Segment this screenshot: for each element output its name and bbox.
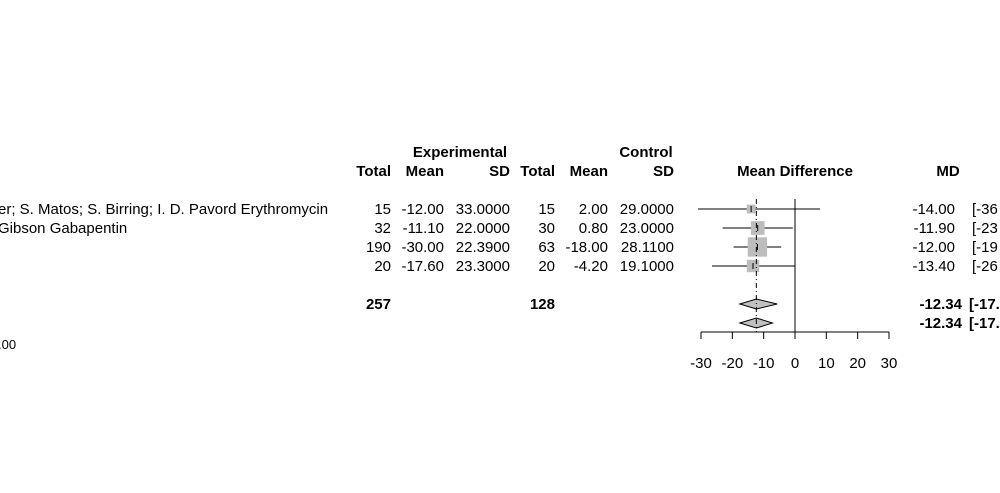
study-e-sd: 22.3900: [456, 239, 510, 256]
study-c-mean: -4.20: [574, 258, 608, 275]
heterogeneity-text: .00: [0, 337, 16, 352]
study-c-total: 15: [538, 201, 555, 218]
header-e-mean: Mean: [406, 163, 444, 180]
study-c-mean: 0.80: [579, 220, 608, 237]
header-c-total: Total: [520, 163, 555, 180]
header-experimental: Experimental: [413, 144, 507, 161]
pooled-md-value: -12.34: [919, 315, 962, 332]
header-md: MD: [936, 163, 959, 180]
study-md-value: -14.00: [912, 201, 955, 218]
study-rows: er; S. Matos; S. Birring; I. D. Pavord E…: [0, 201, 1000, 332]
pooled-ci-value: [-17.: [969, 315, 1000, 332]
study-c-sd: 29.0000: [620, 201, 674, 218]
study-e-mean: -30.00: [401, 239, 444, 256]
study-md-value: -13.40: [912, 258, 955, 275]
study-c-sd: 28.1100: [621, 239, 674, 256]
study-c-total: 30: [538, 220, 555, 237]
pooled-ci-value: [-17.: [969, 296, 1000, 313]
study-e-sd: 22.0000: [456, 220, 510, 237]
header-control: Control: [619, 144, 672, 161]
study-c-sd: 23.0000: [620, 220, 674, 237]
pooled-md-value: -12.34: [919, 296, 962, 313]
study-c-mean: 2.00: [579, 201, 608, 218]
header-mean-difference: Mean Difference: [737, 163, 853, 180]
study-c-total: 63: [538, 239, 555, 256]
total-e-total: 257: [366, 296, 391, 313]
study-e-total: 32: [374, 220, 391, 237]
pooled-diamond: [738, 298, 778, 310]
total-c-total: 128: [530, 296, 555, 313]
study-ci-value: [-36: [972, 201, 998, 218]
study-label: Gibson Gabapentin: [0, 220, 127, 237]
study-md-value: -11.90: [914, 220, 955, 237]
plot-area: -30 -20 -10 0 10 20 30: [690, 199, 897, 372]
header-c-mean: Mean: [570, 163, 608, 180]
x-tick-label: -20: [721, 355, 743, 372]
study-label: er; S. Matos; S. Birring; I. D. Pavord E…: [0, 201, 328, 218]
x-tick-label: 30: [881, 355, 898, 372]
study-ci-value: [-19: [972, 239, 998, 256]
study-md-value: -12.00: [912, 239, 955, 256]
study-c-total: 20: [538, 258, 555, 275]
x-tick-label: -10: [753, 355, 775, 372]
x-tick-label: 20: [849, 355, 866, 372]
study-e-mean: -12.00: [401, 201, 444, 218]
header-e-sd: SD: [489, 163, 510, 180]
study-ci-value: [-26: [972, 258, 998, 275]
study-e-total: 15: [374, 201, 391, 218]
x-tick-label: -30: [690, 355, 712, 372]
x-tick-label: 0: [791, 355, 799, 372]
study-e-total: 190: [366, 239, 391, 256]
study-e-total: 20: [374, 258, 391, 275]
header-e-total: Total: [356, 163, 391, 180]
study-e-sd: 33.0000: [456, 201, 510, 218]
x-tick-label: 10: [818, 355, 835, 372]
study-e-mean: -17.60: [401, 258, 444, 275]
header-c-sd: SD: [653, 163, 674, 180]
study-e-mean: -11.10: [403, 220, 444, 237]
study-e-sd: 23.3000: [456, 258, 510, 275]
study-c-sd: 19.1000: [620, 258, 674, 275]
study-c-mean: -18.00: [565, 239, 608, 256]
study-ci-value: [-23: [972, 220, 998, 237]
